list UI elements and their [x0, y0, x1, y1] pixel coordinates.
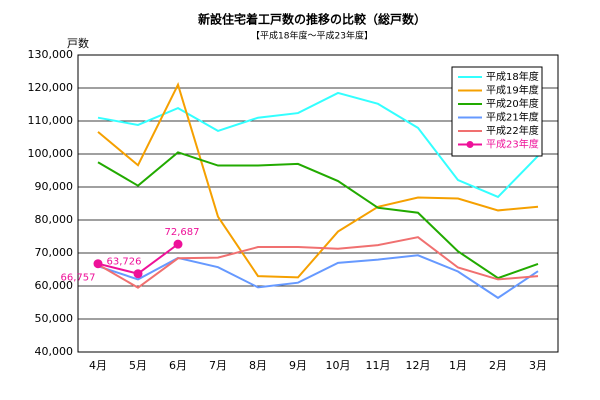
legend-label: 平成21年度 [486, 111, 539, 124]
legend-box [451, 66, 543, 157]
y-axis-label: 戸数 [67, 37, 89, 50]
x-tick-label: 3月 [529, 359, 547, 372]
y-tick-label: 90,000 [35, 180, 74, 193]
x-tick-label: 11月 [366, 359, 391, 372]
y-tick-label: 130,000 [28, 48, 74, 61]
chart-subtitle: 【平成18年度～平成23年度】 [251, 30, 373, 42]
x-tick-label: 8月 [249, 359, 267, 372]
plot-frame [77, 54, 559, 353]
y-tick-label: 40,000 [35, 345, 74, 358]
x-tick-label: 7月 [209, 359, 227, 372]
legend-label: 平成22年度 [486, 124, 539, 137]
y-tick-label: 60,000 [35, 279, 74, 292]
series-line [97, 254, 539, 300]
y-tick-label: 100,000 [28, 147, 74, 160]
x-tick-label: 5月 [129, 359, 147, 372]
y-tick-label: 120,000 [28, 81, 74, 94]
series-line [97, 91, 539, 199]
data-label: 72,687 [165, 227, 200, 238]
chart-title: 新設住宅着工戸数の推移の比較（総戸数） [198, 12, 426, 27]
legend-label: 平成18年度 [486, 70, 539, 83]
series-marker [93, 259, 103, 269]
x-tick-label: 12月 [406, 359, 431, 372]
series-line [97, 81, 539, 279]
legend-label: 平成23年度 [486, 138, 539, 151]
legend-label: 平成19年度 [486, 84, 539, 97]
series-line [97, 236, 539, 289]
series-marker [173, 239, 183, 249]
legend-marker [466, 141, 474, 148]
y-tick-label: 110,000 [28, 114, 74, 127]
x-tick-label: 9月 [289, 359, 307, 372]
data-label: 63,726 [107, 257, 142, 268]
y-tick-label: 50,000 [35, 312, 74, 325]
y-tick-label: 80,000 [35, 213, 74, 226]
series-marker [133, 269, 143, 279]
y-tick-label: 70,000 [35, 246, 74, 259]
x-tick-label: 4月 [89, 359, 107, 372]
data-label: 66,757 [61, 273, 96, 284]
x-tick-label: 2月 [489, 359, 507, 372]
legend-label: 平成20年度 [486, 97, 539, 110]
x-tick-label: 1月 [449, 359, 467, 372]
x-tick-label: 10月 [326, 359, 351, 372]
x-tick-label: 6月 [169, 359, 187, 372]
series-line [97, 151, 539, 280]
